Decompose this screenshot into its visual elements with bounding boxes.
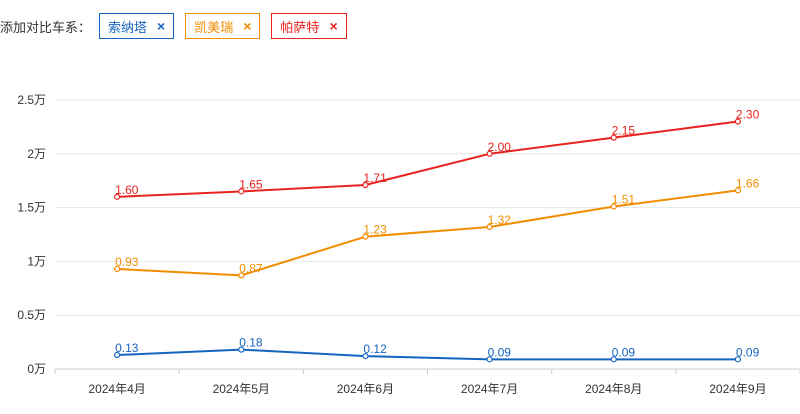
y-tick-label: 2万 (27, 147, 46, 161)
y-tick-label: 0.5万 (17, 308, 46, 322)
x-tick-label: 2024年9月 (709, 382, 766, 396)
data-point (610, 134, 617, 141)
data-label: 0.09 (488, 345, 512, 359)
close-icon[interactable]: × (329, 18, 338, 34)
data-point (113, 193, 121, 200)
data-label: 2.30 (736, 108, 760, 122)
x-tick-label: 2024年4月 (88, 382, 145, 396)
data-label: 0.12 (363, 342, 387, 356)
compare-tag-camry[interactable]: 凯美瑞 × (185, 13, 261, 39)
data-point (362, 181, 369, 189)
close-icon[interactable]: × (157, 18, 166, 34)
x-tick-label: 2024年8月 (585, 382, 642, 396)
y-tick-label: 1万 (27, 254, 46, 268)
data-point (734, 187, 742, 194)
data-point (610, 356, 617, 363)
x-tick-label: 2024年6月 (337, 382, 394, 396)
y-tick-label: 2.5万 (17, 93, 46, 107)
data-point (734, 356, 742, 363)
data-point (486, 223, 493, 231)
series-line (117, 120, 739, 198)
x-tick-label: 2024年5月 (213, 382, 270, 396)
data-label: 1.66 (736, 176, 760, 190)
data-label: 1.32 (488, 213, 512, 227)
data-label: 0.93 (115, 255, 139, 269)
filter-label: 添加对比车系： (0, 19, 92, 35)
data-label: 1.51 (612, 193, 636, 207)
data-label: 0.09 (736, 345, 760, 359)
data-label: 1.71 (363, 171, 387, 185)
close-icon[interactable]: × (243, 18, 252, 34)
data-point (486, 356, 493, 363)
data-point (113, 265, 121, 273)
data-label: 0.09 (612, 345, 636, 359)
data-point (362, 352, 369, 360)
data-label: 0.18 (239, 336, 263, 350)
data-label: 2.15 (612, 124, 636, 138)
data-label: 0.87 (239, 261, 263, 275)
data-label: 2.00 (488, 140, 512, 154)
tag-label: 索纳塔 (108, 19, 148, 35)
data-point (113, 351, 121, 359)
x-tick-label: 2024年7月 (461, 382, 518, 396)
series-line (117, 189, 739, 277)
y-tick-label: 1.5万 (17, 201, 46, 215)
compare-tag-passat[interactable]: 帕萨特 × (271, 13, 347, 39)
data-label: 1.65 (239, 177, 263, 191)
compare-filter-bar: 添加对比车系： 索纳塔 × 凯美瑞 × 帕萨特 × (0, 12, 358, 40)
y-tick-label: 0万 (27, 362, 46, 376)
data-point (610, 203, 617, 210)
compare-tag-sonata[interactable]: 索纳塔 × (99, 13, 175, 39)
data-point (238, 272, 245, 279)
data-label: 0.13 (115, 341, 139, 355)
series-line (117, 348, 738, 361)
data-point (486, 150, 493, 157)
data-label: 1.23 (363, 223, 387, 237)
data-point (238, 188, 245, 195)
tag-label: 帕萨特 (280, 19, 320, 35)
tag-label: 凯美瑞 (194, 19, 234, 35)
data-point (362, 233, 369, 240)
data-point (734, 118, 742, 125)
data-label: 1.60 (115, 183, 139, 197)
data-point (238, 346, 245, 353)
